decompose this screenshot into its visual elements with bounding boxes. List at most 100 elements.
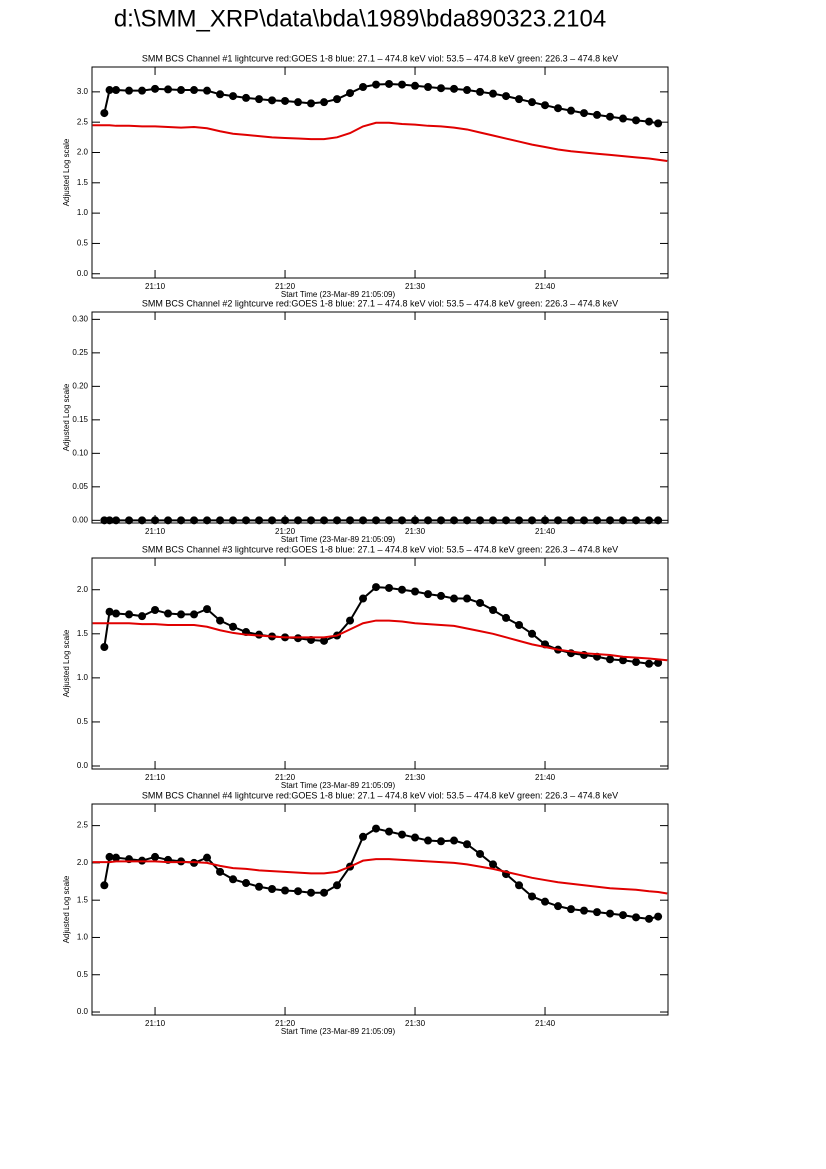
data-point — [151, 516, 160, 525]
y-tick-label: 0.00 — [72, 515, 88, 524]
data-point — [255, 95, 264, 104]
plot-frame — [91, 803, 669, 1016]
data-point — [164, 516, 173, 525]
data-point — [294, 98, 303, 107]
data-point — [385, 827, 394, 836]
y-tick-label: 0.25 — [72, 348, 88, 357]
data-point — [515, 516, 524, 525]
data-point — [437, 591, 446, 600]
x-tick-label: 21:10 — [145, 773, 166, 782]
x-tick-label: 21:40 — [535, 527, 556, 536]
data-point — [255, 882, 264, 891]
data-point — [112, 853, 121, 862]
y-tick-label: 0.15 — [72, 415, 88, 424]
data-point — [203, 516, 212, 525]
data-point — [528, 516, 537, 525]
data-point — [567, 516, 576, 525]
data-point — [190, 516, 199, 525]
plot-frame — [91, 66, 669, 279]
data-point — [606, 909, 615, 918]
data-point — [100, 643, 109, 652]
data-point — [229, 875, 238, 884]
data-point — [654, 119, 663, 128]
data-point — [100, 881, 109, 890]
data-point — [424, 516, 433, 525]
y-tick-label: 0.5 — [77, 239, 89, 248]
y-axis-label: Adjusted Log scale — [62, 383, 71, 451]
data-point — [177, 516, 186, 525]
data-point — [229, 92, 238, 101]
data-point — [333, 95, 342, 104]
x-axis-label: Start Time (23-Mar-89 21:05:09) — [281, 535, 396, 544]
data-point — [105, 852, 114, 861]
data-point — [632, 658, 641, 667]
data-point — [385, 583, 394, 592]
y-tick-label: 0.0 — [77, 761, 89, 770]
data-point — [606, 516, 615, 525]
data-point — [294, 516, 303, 525]
data-point — [346, 516, 355, 525]
data-point — [502, 516, 511, 525]
data-point — [528, 629, 537, 638]
x-tick-label: 21:40 — [535, 773, 556, 782]
data-point — [437, 837, 446, 846]
data-point — [489, 516, 498, 525]
data-point — [151, 852, 160, 861]
data-point — [541, 897, 550, 906]
data-point — [229, 516, 238, 525]
data-point — [307, 99, 316, 108]
data-point — [515, 95, 524, 104]
y-tick-label: 2.5 — [77, 821, 89, 830]
x-tick-label: 21:10 — [145, 282, 166, 291]
y-axis-label: Adjusted Log scale — [62, 875, 71, 943]
y-tick-label: 1.5 — [77, 178, 89, 187]
data-point — [554, 516, 563, 525]
data-point — [333, 516, 342, 525]
x-tick-label: 21:40 — [535, 282, 556, 291]
data-point — [541, 516, 550, 525]
data-point — [346, 616, 355, 625]
data-point — [359, 594, 368, 603]
data-point — [450, 594, 459, 603]
data-point — [203, 853, 212, 862]
x-tick-label: 21:40 — [535, 1019, 556, 1028]
panel: SMM BCS Channel #4 lightcurve red:GOES 1… — [62, 790, 669, 1036]
data-point — [320, 516, 329, 525]
data-point — [489, 606, 498, 615]
x-axis-label: Start Time (23-Mar-89 21:05:09) — [281, 1027, 396, 1036]
data-point — [125, 516, 134, 525]
data-point — [411, 833, 420, 842]
data-point — [216, 616, 225, 625]
y-tick-label: 1.0 — [77, 933, 89, 942]
data-point — [476, 87, 485, 96]
data-point — [268, 516, 277, 525]
data-point — [593, 110, 602, 119]
data-point — [398, 585, 407, 594]
x-axis-label: Start Time (23-Mar-89 21:05:09) — [281, 290, 396, 299]
y-tick-label: 0.20 — [72, 381, 88, 390]
data-point — [398, 830, 407, 839]
data-point — [554, 902, 563, 911]
data-point — [281, 516, 290, 525]
series-line — [92, 619, 668, 662]
data-point — [151, 84, 160, 93]
data-point — [216, 90, 225, 99]
data-point — [125, 610, 134, 619]
data-point — [177, 86, 186, 95]
x-tick-label: 21:20 — [275, 527, 296, 536]
data-point — [463, 516, 472, 525]
x-tick-label: 21:10 — [145, 1019, 166, 1028]
series-line — [103, 827, 659, 920]
data-point — [242, 93, 251, 102]
data-point — [476, 598, 485, 607]
y-tick-label: 0.5 — [77, 970, 89, 979]
x-tick-label: 21:20 — [275, 773, 296, 782]
data-point — [424, 83, 433, 92]
data-point — [619, 656, 628, 665]
data-point — [411, 516, 420, 525]
y-tick-label: 3.0 — [77, 87, 89, 96]
data-point — [645, 117, 654, 126]
data-point — [385, 79, 394, 88]
data-point — [229, 622, 238, 631]
y-axis-label: Adjusted Log scale — [62, 629, 71, 697]
